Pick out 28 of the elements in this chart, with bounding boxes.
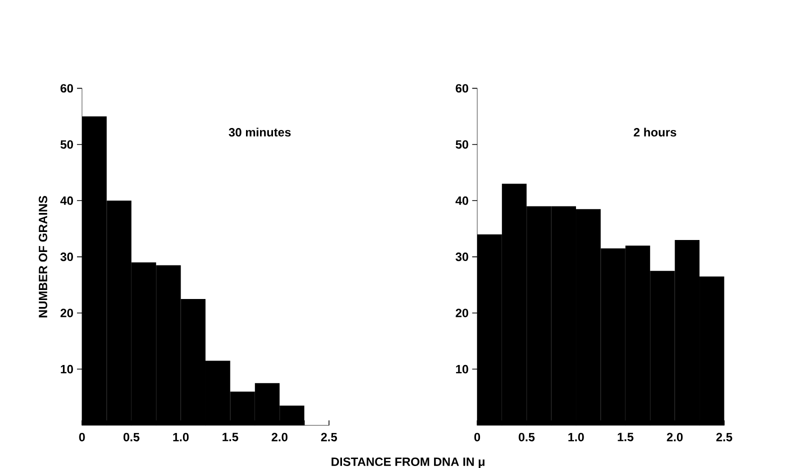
x-tick-label: 1.0	[568, 432, 584, 442]
x-tick-label: 2.0	[272, 432, 288, 442]
y-tick-label: 30	[60, 252, 73, 262]
x-tick-label: 2.0	[666, 432, 683, 442]
y-tick-label: 20	[456, 308, 468, 318]
y-tick-label: 30	[456, 252, 468, 262]
x-tick-label: 0.5	[518, 432, 535, 442]
x-tick-label: 2.5	[716, 432, 732, 442]
x-tick-label: 0.5	[124, 432, 140, 442]
x-tick-label: 1.5	[618, 432, 634, 442]
y-tick-label: 60	[456, 84, 468, 93]
x-tick-label: 0	[474, 432, 480, 442]
y-tick-label: 50	[60, 140, 73, 149]
x-tick-label: 1.5	[222, 432, 238, 442]
x-axis-title: DISTANCE FROM DNA IN μ	[332, 458, 484, 468]
y-tick-label: 10	[60, 364, 73, 374]
x-tick-label: 0	[79, 432, 85, 442]
annotation: 30 minutes	[228, 128, 291, 137]
x-tick-label: 2.5	[321, 432, 338, 442]
y-tick-label: 50	[456, 140, 468, 149]
y-tick-label: 60	[60, 84, 73, 93]
y-axis-title: NUMBER OF GRAINS	[38, 196, 48, 318]
annotation: 2 hours	[634, 128, 676, 137]
y-tick-label: 40	[60, 196, 73, 205]
y-tick-label: 40	[456, 196, 468, 205]
y-tick-label: 10	[456, 364, 468, 374]
y-tick-label: 20	[60, 308, 73, 318]
x-tick-label: 1.0	[173, 432, 189, 442]
